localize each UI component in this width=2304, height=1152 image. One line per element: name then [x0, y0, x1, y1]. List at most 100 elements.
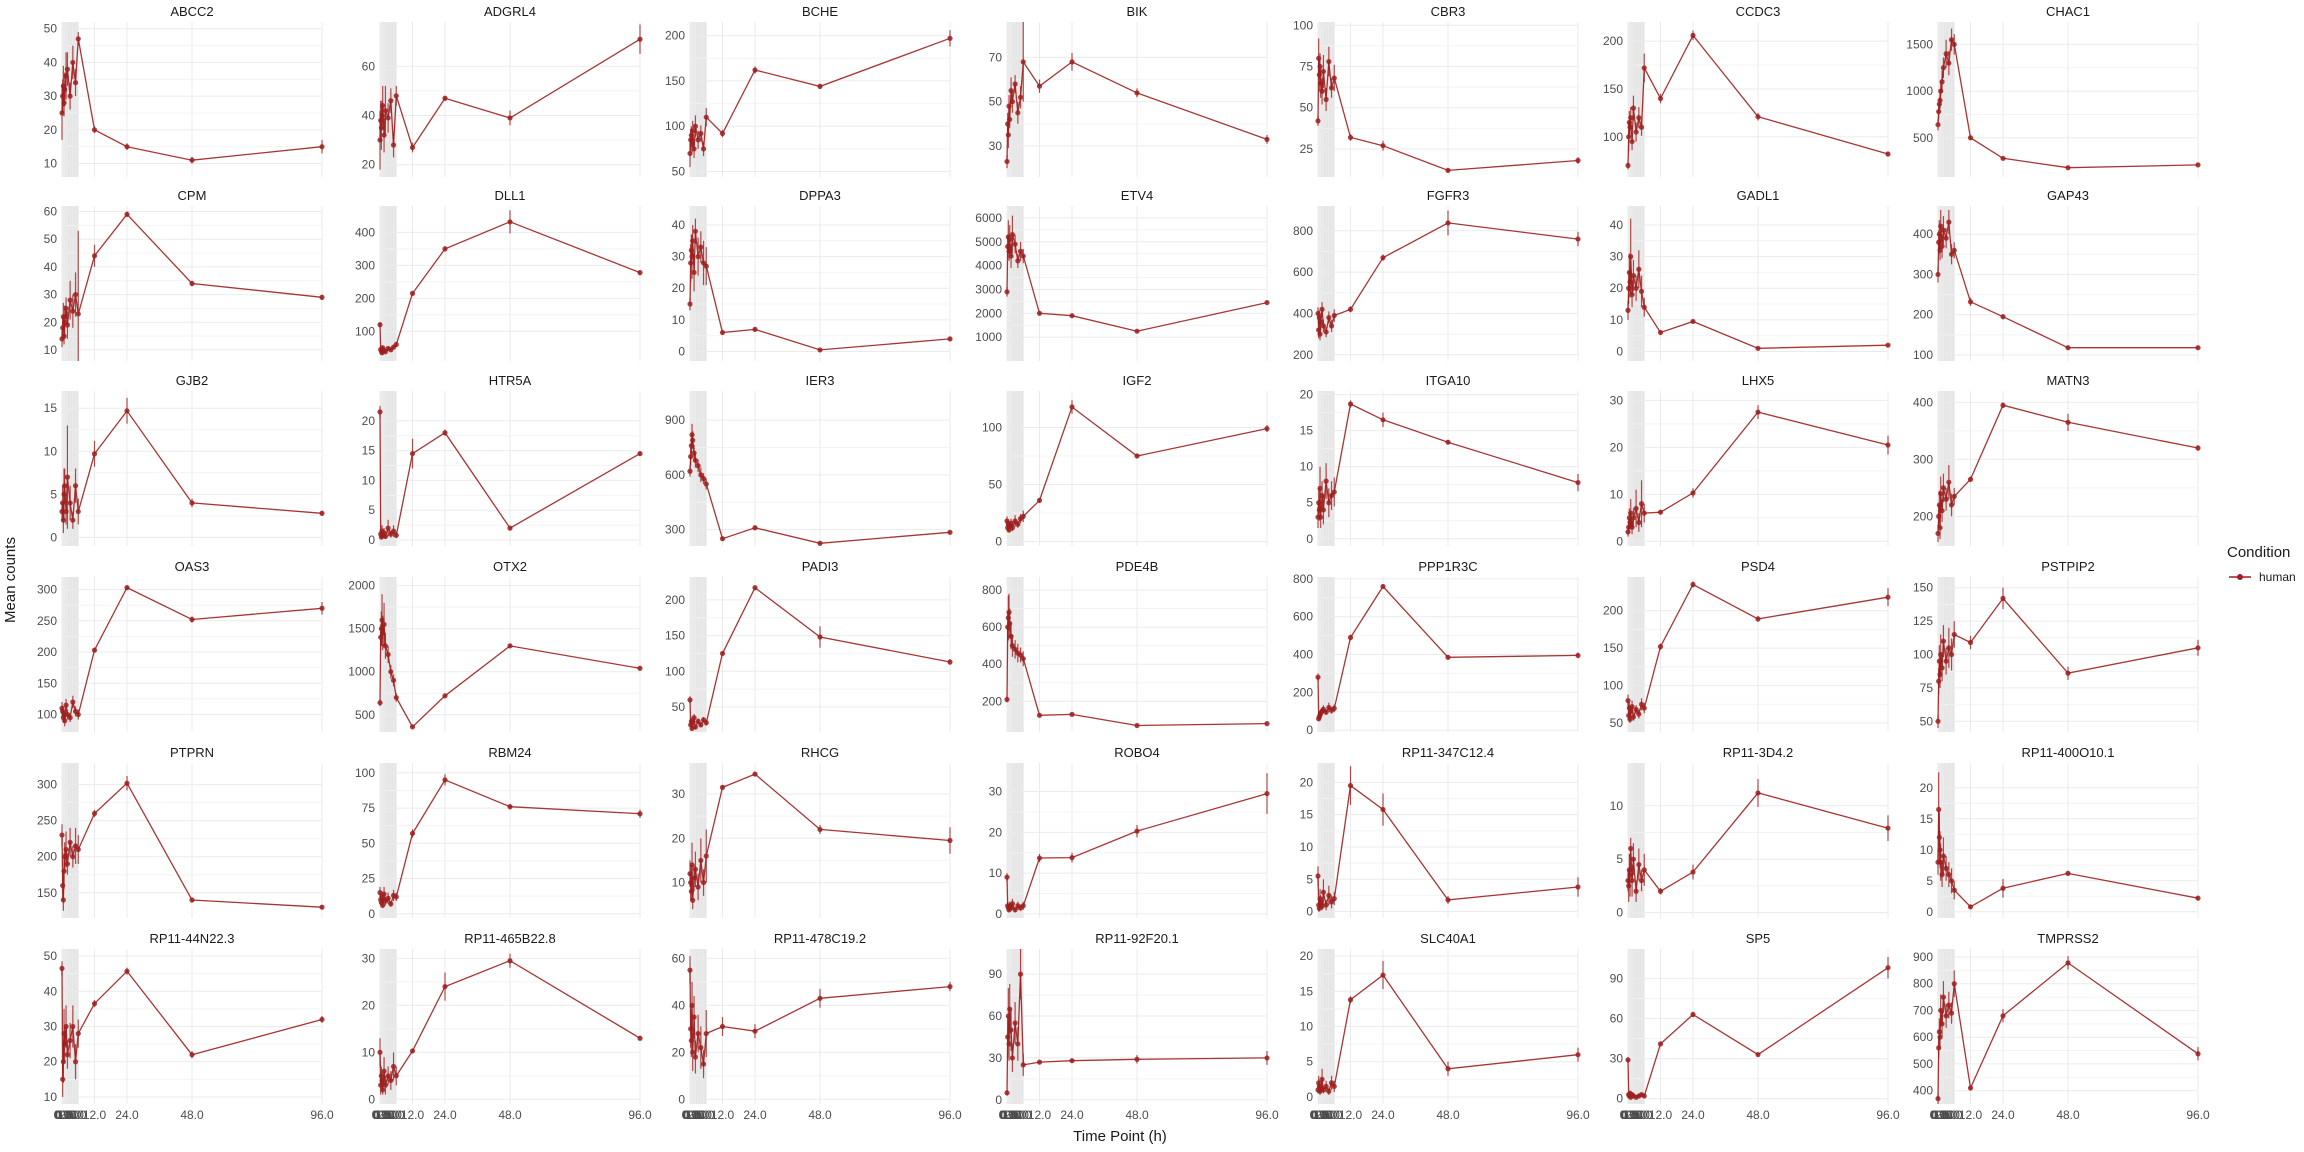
y-tick-label: 60	[44, 205, 58, 219]
data-point	[1347, 997, 1354, 1003]
x-tick-label: 1.0	[56, 1108, 73, 1122]
data-point	[1936, 806, 1942, 813]
data-point	[59, 832, 65, 838]
y-tick-label: 30	[44, 1020, 58, 1034]
data-point	[67, 715, 73, 721]
x-tick-label: 48.0	[1746, 1108, 1770, 1122]
data-point	[947, 659, 953, 665]
data-point	[1005, 121, 1011, 127]
x-tick-label: 0.5	[683, 1108, 700, 1122]
data-point	[1629, 877, 1635, 884]
y-tick-label: 40	[362, 108, 376, 122]
x-tick-label: 0.2	[1930, 1108, 1947, 1122]
data-point	[91, 451, 98, 457]
data-point	[695, 463, 701, 469]
panel-title: ROBO4	[1114, 745, 1160, 760]
x-tick-label: 12.0	[1649, 1108, 1673, 1122]
data-point	[72, 843, 79, 849]
data-point	[817, 826, 823, 833]
y-tick-label: 700	[1913, 1003, 1933, 1017]
y-tick-label: 900	[1913, 950, 1933, 964]
y-tick-label: 400	[1913, 1084, 1933, 1098]
y-tick-label: 40	[44, 260, 58, 274]
x-tick-label: 12.0	[1959, 1108, 1983, 1122]
data-point	[637, 811, 643, 817]
y-tick-label: 800	[1913, 977, 1933, 991]
x-tick-label: 6.0	[70, 1108, 87, 1122]
y-tick-label: 100	[1913, 348, 1933, 362]
x-tick-label: 0.2	[372, 1108, 389, 1122]
data-point	[703, 1030, 709, 1037]
y-tick-label: 500	[355, 708, 375, 722]
data-point	[67, 500, 73, 506]
x-tick-label: 24.0	[433, 1108, 457, 1122]
data-point	[1690, 1011, 1696, 1018]
data-point	[319, 144, 325, 150]
data-point	[63, 702, 69, 708]
y-tick-label: 50	[989, 477, 1003, 491]
data-point	[1755, 114, 1761, 120]
panel-gadl1: GADL1 0 10 20 30 40	[1610, 188, 1891, 361]
y-tick-label: 150	[665, 629, 685, 643]
panel-title: TMPRSS2	[2037, 931, 2098, 946]
data-point	[1017, 652, 1024, 658]
data-point	[703, 481, 709, 487]
data-point	[1380, 583, 1386, 590]
y-tick-label: 0	[1306, 532, 1313, 546]
x-tick-label: 0.2	[54, 1108, 71, 1122]
data-point	[1317, 331, 1323, 337]
panel-title: RP11-347C12.4	[1402, 745, 1494, 760]
data-point	[2065, 670, 2071, 676]
y-tick-label: 1000	[1906, 84, 1933, 98]
data-point	[700, 146, 707, 152]
y-tick-label: 400	[1293, 306, 1313, 320]
y-tick-label: 50	[44, 22, 58, 36]
data-point	[2195, 345, 2201, 351]
data-point	[189, 616, 195, 623]
data-point	[691, 269, 697, 276]
x-tick-label: 1.0	[1622, 1108, 1639, 1122]
data-point	[1012, 1020, 1018, 1026]
data-point	[1657, 329, 1664, 336]
data-point	[1633, 706, 1639, 713]
data-point	[1940, 227, 1947, 233]
data-point	[319, 510, 325, 516]
data-point	[703, 114, 709, 120]
data-point	[1657, 95, 1664, 102]
data-point	[1318, 319, 1324, 325]
y-tick-label: 0	[1616, 345, 1623, 359]
y-tick-label: 0	[1306, 905, 1313, 919]
y-tick-label: 5	[1306, 1055, 1313, 1069]
data-point	[1625, 307, 1631, 313]
data-point	[61, 1030, 67, 1037]
data-point	[388, 98, 394, 104]
data-point	[67, 297, 73, 303]
data-point	[1380, 806, 1386, 813]
data-point	[687, 871, 693, 877]
data-point	[695, 884, 701, 890]
data-point	[817, 995, 823, 1001]
x-tick-label: 12.0	[1339, 1108, 1363, 1122]
data-point	[1755, 345, 1761, 351]
panel-title: PSTPIP2	[2041, 559, 2094, 574]
data-point	[947, 529, 953, 535]
data-point	[1633, 505, 1639, 512]
panel-title: LHX5	[1742, 373, 1775, 388]
data-point	[64, 474, 71, 480]
panel-title: PTPRN	[170, 745, 214, 760]
x-tick-label: 3.0	[1628, 1108, 1645, 1122]
panel-title: ABCC2	[170, 4, 213, 19]
data-point	[1940, 994, 1947, 1000]
data-point	[70, 59, 76, 66]
x-tick-label: 0.2	[1310, 1108, 1327, 1122]
data-point	[690, 437, 696, 443]
y-tick-label: 1500	[1906, 37, 1933, 51]
data-point	[72, 80, 79, 86]
data-point	[91, 647, 98, 653]
data-point	[1006, 1041, 1012, 1047]
y-tick-label: 800	[982, 583, 1002, 597]
data-point	[379, 617, 385, 623]
data-point	[442, 983, 448, 990]
x-tick-label: 5.0	[67, 1108, 84, 1122]
y-tick-label: 10	[989, 866, 1003, 880]
